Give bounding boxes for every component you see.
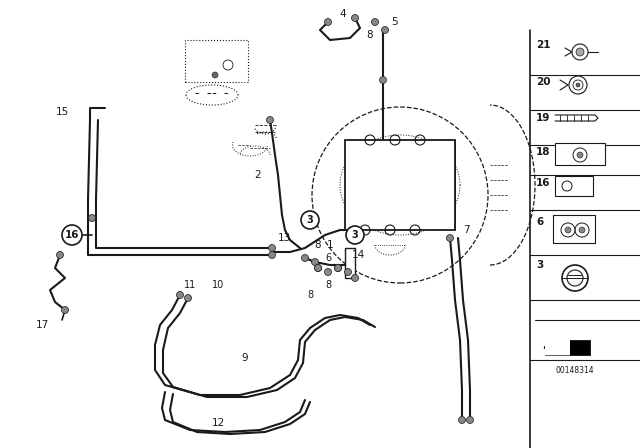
Text: 7: 7	[463, 225, 469, 235]
Bar	[553, 215, 595, 243]
Bar	[185, 40, 248, 82]
Text: 16: 16	[536, 178, 550, 188]
Circle shape	[312, 258, 319, 266]
Circle shape	[346, 226, 364, 244]
Circle shape	[301, 211, 319, 229]
Circle shape	[335, 264, 342, 271]
Text: 15: 15	[56, 107, 68, 117]
Text: 9: 9	[242, 353, 248, 363]
Text: 16: 16	[65, 230, 79, 240]
Circle shape	[314, 264, 321, 271]
Text: 8: 8	[315, 240, 321, 250]
Circle shape	[335, 264, 342, 271]
Circle shape	[565, 227, 571, 233]
Text: 17: 17	[35, 320, 49, 330]
Circle shape	[351, 14, 358, 22]
Text: 4: 4	[340, 9, 346, 19]
Circle shape	[177, 292, 184, 298]
Text: 8: 8	[367, 30, 373, 40]
Circle shape	[467, 417, 474, 423]
Text: 3: 3	[351, 230, 358, 240]
Text: 8: 8	[325, 280, 331, 290]
Circle shape	[266, 116, 273, 124]
Circle shape	[62, 225, 82, 245]
Bar	[345, 140, 455, 230]
Polygon shape	[545, 340, 590, 355]
Text: 3: 3	[307, 215, 314, 225]
Text: 21: 21	[536, 40, 550, 50]
Text: 20: 20	[536, 77, 550, 87]
Text: 00148314: 00148314	[556, 366, 595, 375]
Text: 11: 11	[184, 280, 196, 290]
Circle shape	[61, 306, 68, 314]
Circle shape	[301, 254, 308, 262]
Text: 1: 1	[326, 240, 333, 250]
Circle shape	[371, 18, 378, 26]
Text: 19: 19	[536, 113, 550, 123]
Bar	[545, 340, 570, 355]
Circle shape	[447, 234, 454, 241]
Circle shape	[324, 18, 332, 26]
Text: 6: 6	[325, 253, 331, 263]
Circle shape	[576, 48, 584, 56]
Text: 18: 18	[536, 147, 550, 157]
Circle shape	[577, 152, 583, 158]
Circle shape	[88, 215, 95, 221]
Circle shape	[56, 251, 63, 258]
Bar	[555, 143, 605, 165]
Circle shape	[458, 417, 465, 423]
Text: 14: 14	[351, 250, 365, 260]
Text: 12: 12	[211, 418, 225, 428]
Text: 2: 2	[255, 170, 261, 180]
Text: 13: 13	[277, 233, 291, 243]
Circle shape	[351, 275, 358, 281]
Text: 3: 3	[536, 260, 543, 270]
Circle shape	[576, 83, 580, 87]
Text: 10: 10	[212, 280, 224, 290]
Bar	[555, 176, 593, 196]
Bar	[545, 340, 590, 355]
Bar	[345, 248, 355, 278]
Circle shape	[314, 264, 321, 271]
Circle shape	[269, 251, 275, 258]
Text: 8: 8	[307, 290, 313, 300]
Text: 5: 5	[392, 17, 398, 27]
Circle shape	[381, 26, 388, 34]
Circle shape	[579, 227, 585, 233]
Circle shape	[351, 237, 358, 244]
Circle shape	[184, 294, 191, 302]
Circle shape	[344, 268, 351, 276]
Text: 6: 6	[536, 217, 543, 227]
Circle shape	[324, 268, 332, 276]
Circle shape	[380, 77, 387, 83]
Circle shape	[212, 72, 218, 78]
Circle shape	[269, 245, 275, 251]
